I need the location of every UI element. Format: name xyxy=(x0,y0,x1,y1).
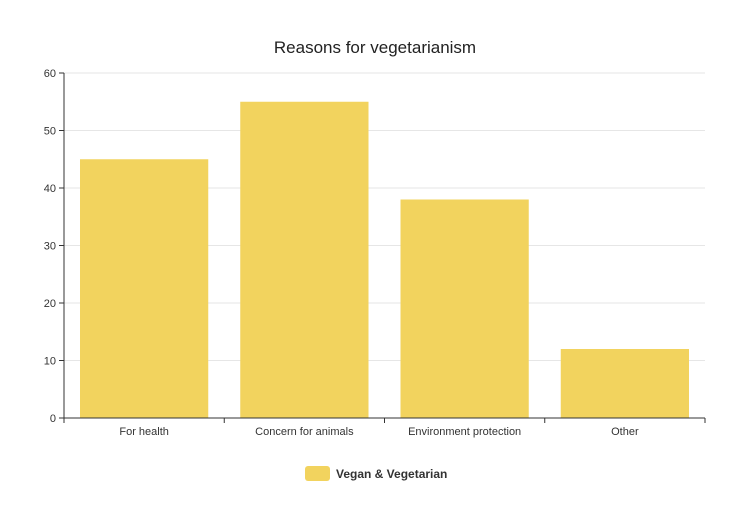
y-tick-label: 30 xyxy=(44,241,56,253)
bar-for-health xyxy=(80,159,209,418)
x-tick-label: For health xyxy=(119,426,169,438)
legend-label: Vegan & Vegetarian xyxy=(336,467,447,481)
y-tick-label: 10 xyxy=(44,356,56,368)
y-tick-label: 40 xyxy=(44,183,56,195)
chart-title: Reasons for vegetarianism xyxy=(274,38,476,57)
bar-environment-protection xyxy=(400,199,529,418)
bar-concern-for-animals xyxy=(240,101,369,418)
y-tick-label: 60 xyxy=(44,68,56,80)
legend-swatch xyxy=(305,466,330,481)
y-tick-label: 20 xyxy=(44,298,56,310)
y-tick-label: 0 xyxy=(50,413,56,425)
y-tick-label: 50 xyxy=(44,126,56,138)
x-tick-label: Other xyxy=(611,426,639,438)
bar-other xyxy=(560,349,689,418)
x-tick-label: Environment protection xyxy=(408,426,521,438)
x-tick-label: Concern for animals xyxy=(255,426,354,438)
